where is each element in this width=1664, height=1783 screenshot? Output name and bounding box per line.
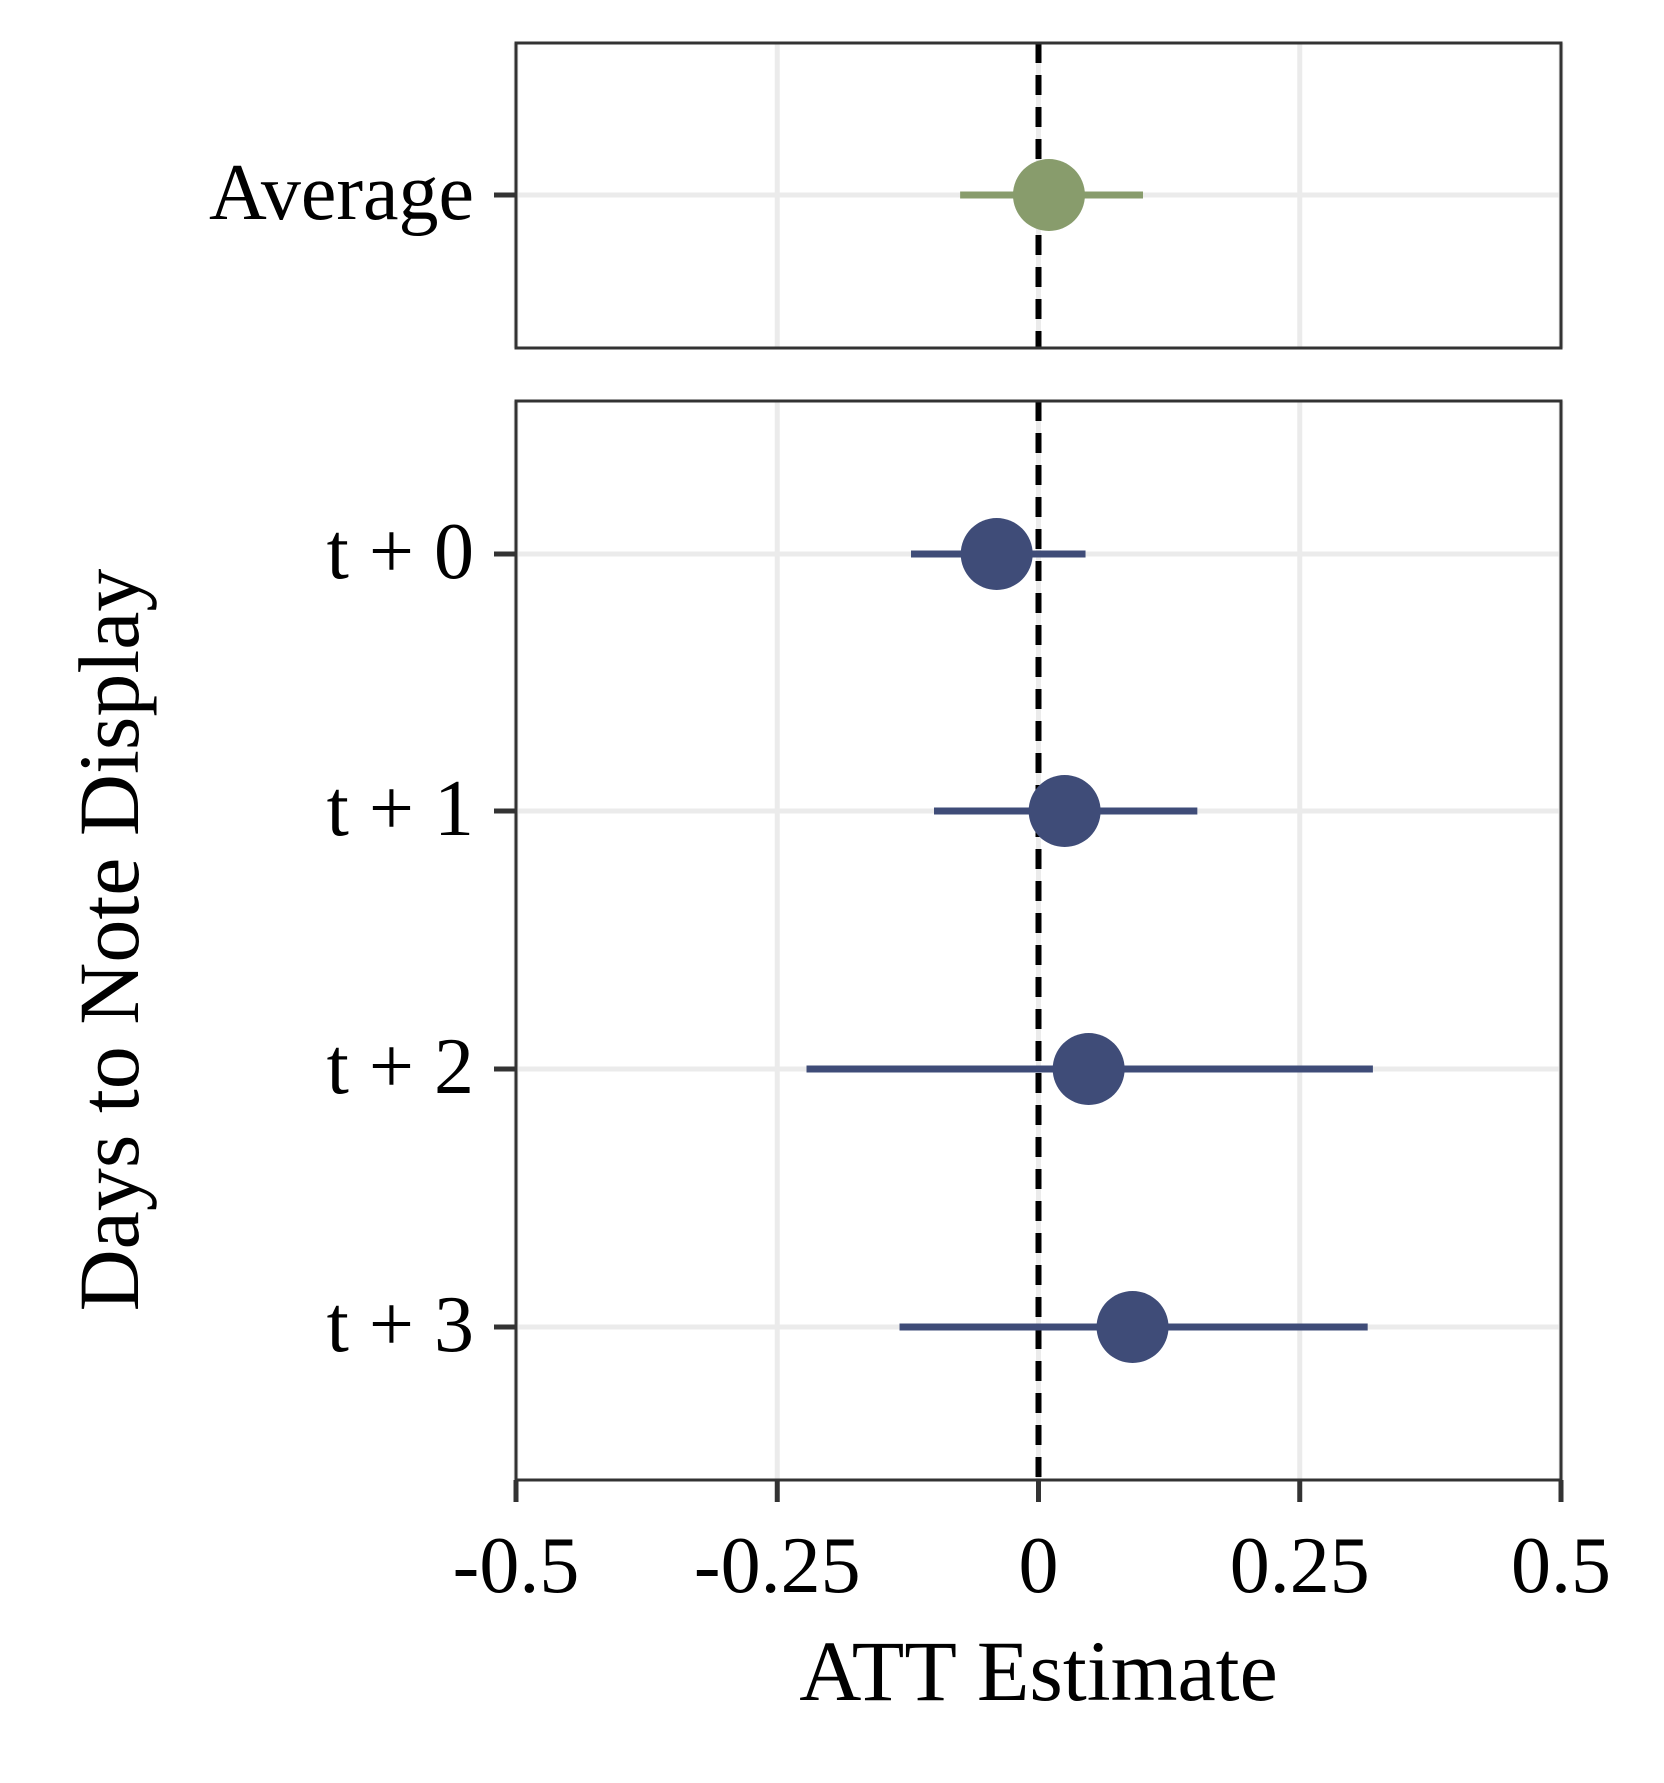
y-tick-label-t-3: t + 3 [327,1281,474,1369]
y-tick-label-t-1: t + 1 [327,765,474,853]
x-tick-label-1: -0.25 [694,1522,861,1610]
y-axis-title: Days to Note Display [61,569,157,1312]
x-axis-title: ATT Estimate [799,1623,1278,1719]
y-tick-label-t-2: t + 2 [327,1023,474,1111]
x-tick-label-3: 0.25 [1230,1522,1370,1610]
y-tick-label-average: Average [209,149,474,237]
x-tick-label-2: 0 [1019,1522,1059,1610]
point-estimate-t-3 [1096,1291,1169,1363]
x-tick-label-4: 0.5 [1511,1522,1611,1610]
axis-ticks [494,192,1564,1502]
point-estimate-t-0 [960,518,1033,590]
x-tick-label-0: -0.5 [453,1522,580,1610]
estimate-marks [806,159,1373,1363]
point-estimate-t-2 [1052,1033,1125,1105]
point-estimate-t-1 [1028,775,1101,847]
y-tick-label-t-0: t + 0 [327,508,474,596]
point-estimate-average [1012,159,1085,231]
